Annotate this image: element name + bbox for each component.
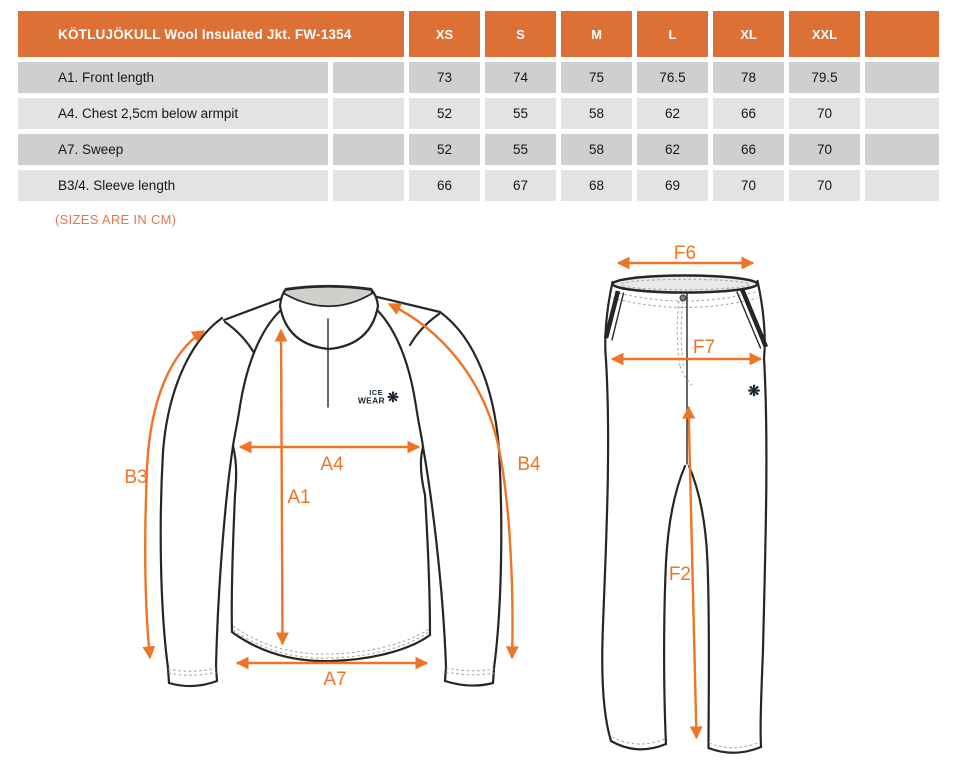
spacer-cell <box>333 62 404 93</box>
size-value: 69 <box>637 170 708 201</box>
size-value: 67 <box>485 170 556 201</box>
size-value: 76.5 <box>637 62 708 93</box>
size-value: 62 <box>637 134 708 165</box>
jacket-collar-inside <box>282 285 373 308</box>
stitch-line <box>167 667 217 676</box>
jacket-shoulder-seam-left <box>223 320 256 355</box>
sizes-note: (SIZES ARE IN CM) <box>55 212 177 227</box>
table-title: KÖTLUJÖKULL Wool Insulated Jkt. FW-1354 <box>18 11 404 57</box>
row-label: B3/4. Sleeve length <box>18 170 328 201</box>
measure-label-f7: F7 <box>693 337 715 358</box>
measure-label-b4: B4 <box>517 454 541 475</box>
size-table: KÖTLUJÖKULL Wool Insulated Jkt. FW-1354 … <box>18 11 939 201</box>
jacket-diagram: ICE WEAR ❋ B3 B4 A4 A1 A7 <box>124 284 541 690</box>
jacket-right-sleeve-outer <box>438 310 503 670</box>
waist-stitch <box>620 278 750 291</box>
size-value: 66 <box>713 134 784 165</box>
pocket-left-seam <box>611 292 625 341</box>
size-value: 70 <box>789 98 860 129</box>
size-value: 52 <box>409 98 480 129</box>
column-header-blank <box>865 11 939 57</box>
column-header-xl: XL <box>713 11 784 57</box>
row-label: A4. Chest 2,5cm below armpit <box>18 98 328 129</box>
measure-arrow-f2 <box>682 405 703 740</box>
measure-label-a7: A7 <box>323 669 346 690</box>
jacket-right-cuff <box>443 665 496 687</box>
size-value: 70 <box>713 170 784 201</box>
size-value: 66 <box>409 170 480 201</box>
measure-arrow-b3 <box>142 329 206 660</box>
size-value: 58 <box>561 98 632 129</box>
measure-label-f6: F6 <box>674 243 696 264</box>
jacket-left-sleeve-inner <box>214 444 235 669</box>
pants-right-hem <box>707 745 763 754</box>
spacer-cell <box>333 98 404 129</box>
measure-label-a4: A4 <box>320 454 344 475</box>
row-trailing-blank <box>865 62 939 93</box>
snowflake-icon: ❋ <box>748 383 761 400</box>
size-value: 55 <box>485 98 556 129</box>
row-label: A7. Sweep <box>18 134 328 165</box>
spacer-cell <box>333 134 404 165</box>
size-value: 70 <box>789 170 860 201</box>
size-value: 70 <box>789 134 860 165</box>
jacket-torso-left <box>230 444 238 634</box>
jacket-raglan-right <box>372 305 425 449</box>
column-header-l: L <box>637 11 708 57</box>
measure-label-a1: A1 <box>287 487 310 508</box>
column-header-xs: XS <box>409 11 480 57</box>
measure-arrow-a1 <box>274 328 289 646</box>
size-value: 66 <box>713 98 784 129</box>
pants-left-leg-outer <box>601 280 614 743</box>
row-label: A1. Front length <box>18 62 328 93</box>
snowflake-icon: ❋ <box>387 389 399 405</box>
jacket-shoulder-right <box>371 294 442 314</box>
row-trailing-blank <box>865 170 939 201</box>
size-value: 62 <box>637 98 708 129</box>
size-value: 73 <box>409 62 480 93</box>
pocket-right <box>739 288 769 348</box>
measure-label-b3: B3 <box>124 467 147 488</box>
size-value: 79.5 <box>789 62 860 93</box>
spacer-cell <box>333 170 404 201</box>
stitch-line <box>445 667 495 676</box>
pants-diagram: ❋ F6 F7 F2 <box>601 243 769 754</box>
brand-logo-line2: WEAR <box>358 396 385 406</box>
pocket-right-seam <box>736 291 762 349</box>
jacket-raglan-left <box>231 307 284 448</box>
jacket-left-cuff <box>166 665 219 688</box>
pants-right-leg-outer <box>756 279 768 749</box>
row-trailing-blank <box>865 134 939 165</box>
hem-stitch <box>232 625 430 659</box>
size-value: 74 <box>485 62 556 93</box>
size-value: 68 <box>561 170 632 201</box>
size-value: 58 <box>561 134 632 165</box>
jacket-shoulder-left <box>222 296 285 322</box>
column-header-xxl: XXL <box>789 11 860 57</box>
fly-stitch <box>676 300 693 386</box>
size-value: 52 <box>409 134 480 165</box>
pocket-left <box>603 290 621 339</box>
column-header-m: M <box>561 11 632 57</box>
hem-stitch <box>611 736 761 749</box>
brand-logo-line1: ICE <box>369 388 383 397</box>
size-value: 55 <box>485 134 556 165</box>
measure-label-f2: F2 <box>669 564 691 585</box>
size-value: 78 <box>713 62 784 93</box>
waistband-stitch <box>612 291 758 308</box>
pants-left-leg-inner <box>663 464 687 746</box>
row-trailing-blank <box>865 98 939 129</box>
waist-button <box>679 294 687 302</box>
pants-left-hem <box>609 739 668 751</box>
size-value: 75 <box>561 62 632 93</box>
column-header-s: S <box>485 11 556 57</box>
measure-arrow-b4 <box>387 302 519 660</box>
